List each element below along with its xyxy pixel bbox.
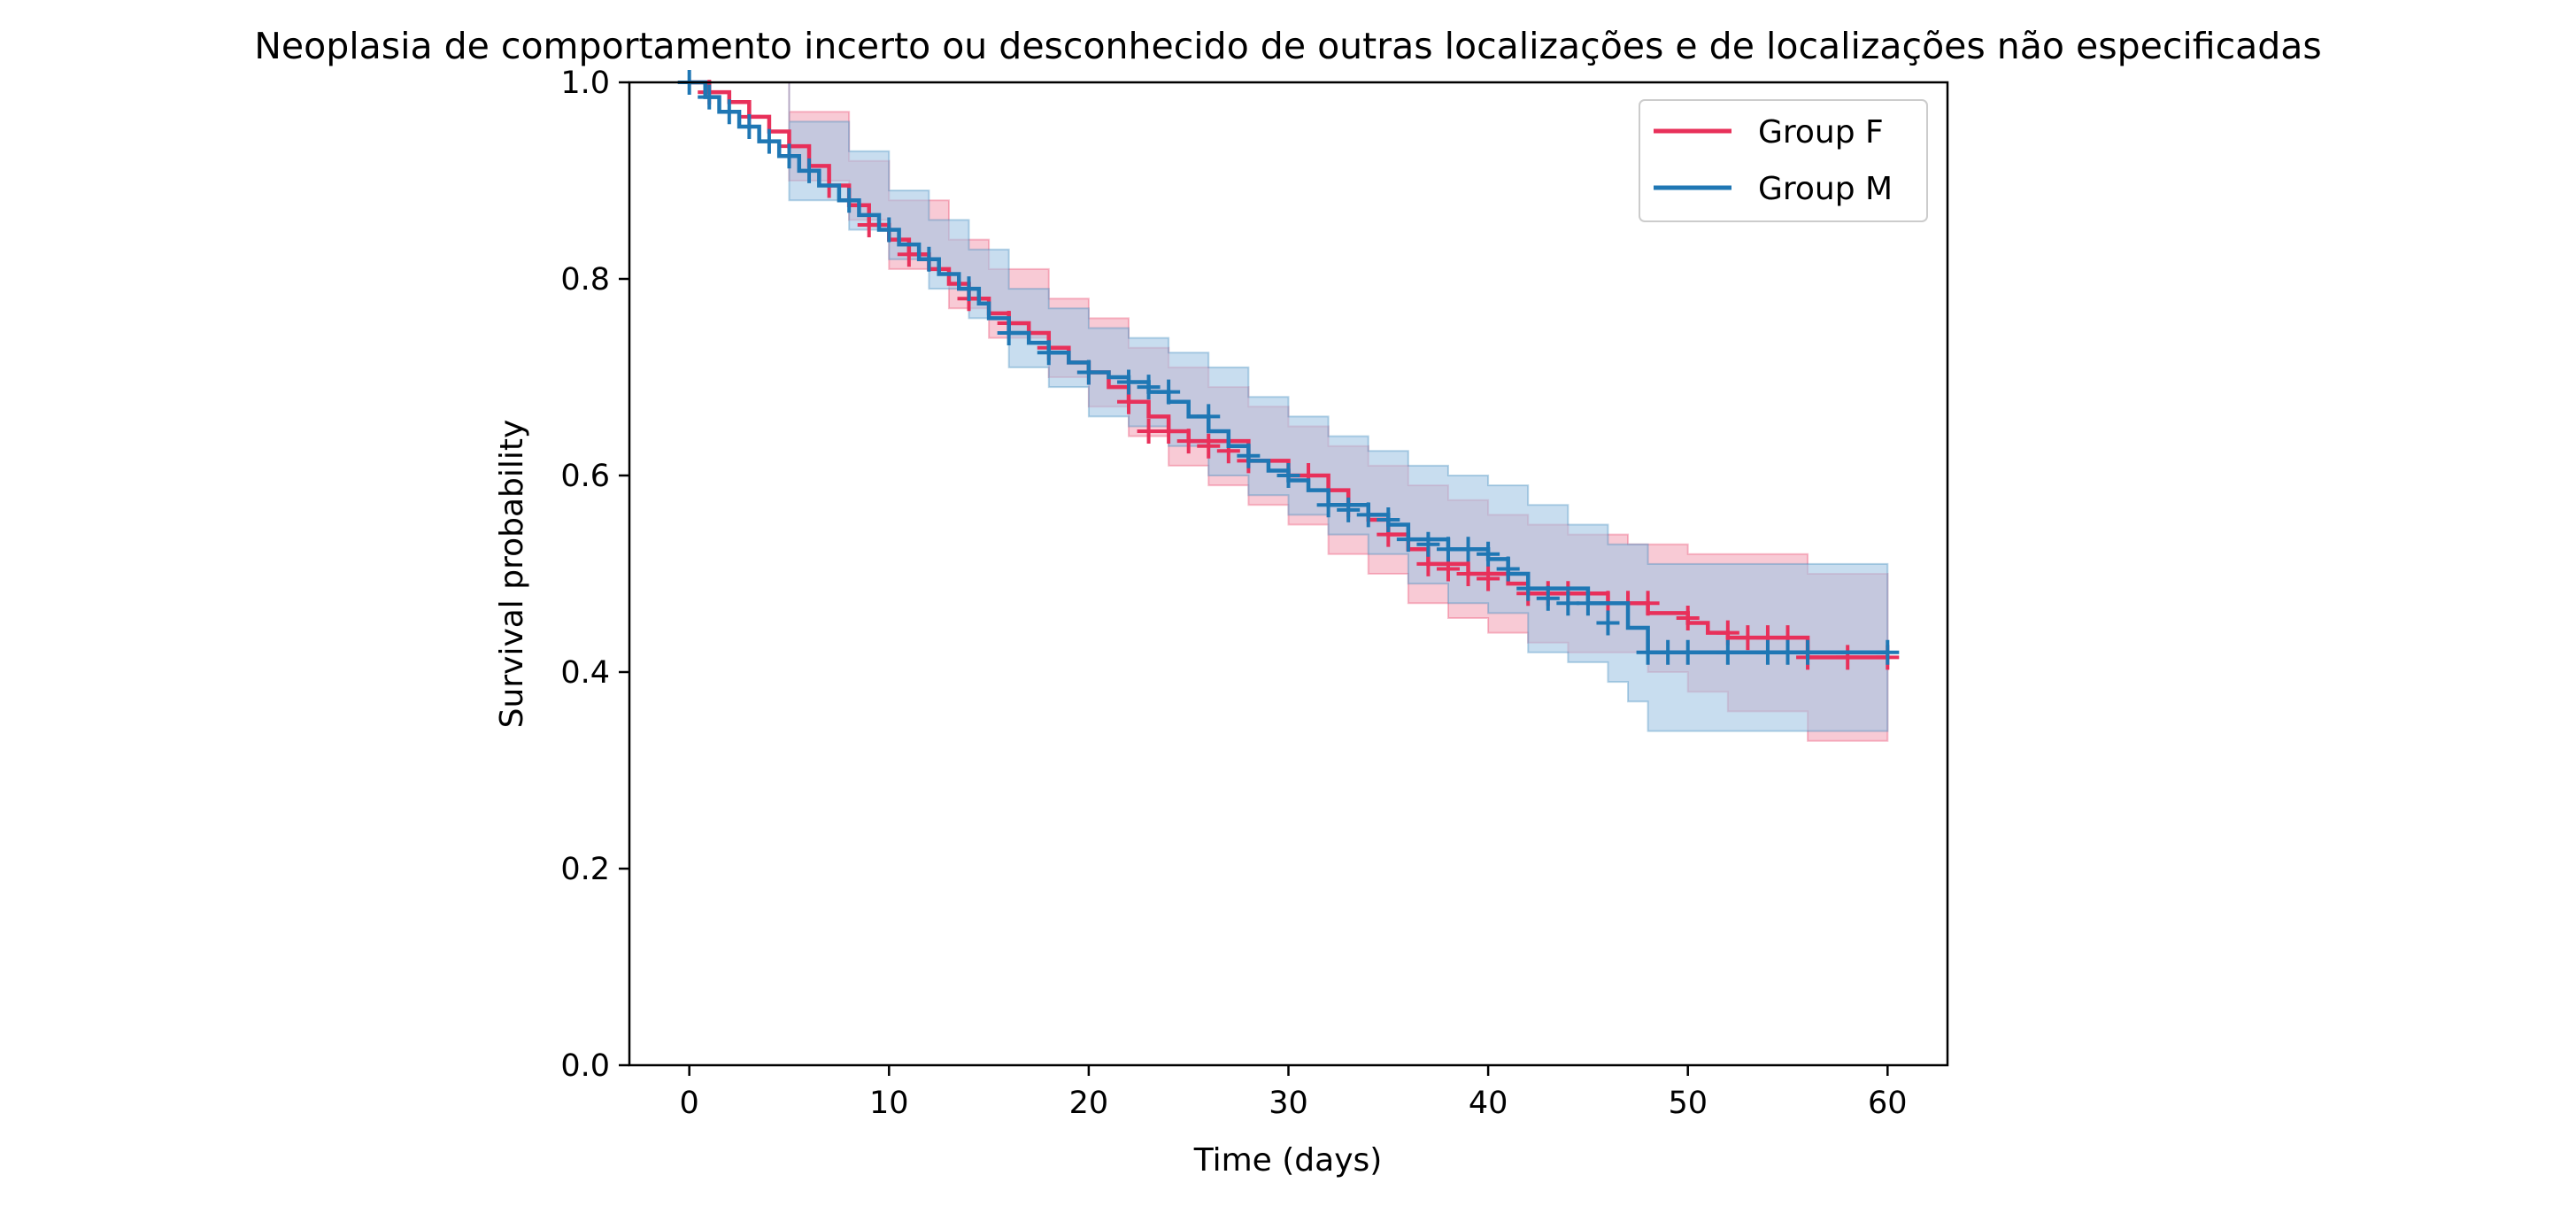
censor-mark-group-f [1137, 419, 1161, 445]
x-axis-label: Time (days) [1193, 1142, 1383, 1179]
x-tick-label: 40 [1469, 1086, 1508, 1121]
censor-mark-group-m [1416, 531, 1440, 557]
censor-mark-group-m [1536, 585, 1560, 611]
censor-mark-group-f [1636, 591, 1660, 616]
censor-mark-group-m [1776, 639, 1800, 665]
plot-area [677, 70, 1900, 742]
censor-mark-group-m [1596, 610, 1620, 636]
x-tick-label: 20 [1069, 1086, 1109, 1121]
censor-mark-group-m [1396, 527, 1420, 553]
y-tick-label: 1.0 [560, 66, 610, 101]
censor-mark-group-m [1316, 492, 1340, 518]
censor-mark-group-f [1836, 645, 1860, 670]
censor-mark-group-m [1356, 502, 1380, 528]
censor-mark-group-m [1636, 639, 1660, 665]
censor-mark-group-m [997, 321, 1021, 346]
y-axis-label: Survival probability [494, 420, 530, 729]
censor-mark-group-f [1176, 429, 1200, 454]
censor-mark-group-m [757, 128, 781, 154]
x-tick-label: 60 [1868, 1086, 1908, 1121]
censor-mark-group-m [1796, 639, 1820, 665]
censor-mark-group-m [1237, 443, 1261, 468]
censor-mark-group-m [1076, 359, 1100, 385]
ci-band-group-m [689, 81, 1889, 732]
legend-label-group-f: Group F [1758, 114, 1884, 151]
censor-mark-group-m [1137, 375, 1161, 400]
censor-mark-group-m [1197, 404, 1221, 429]
censor-mark-group-m [1377, 506, 1400, 532]
censor-mark-group-m [1276, 463, 1300, 488]
y-tick-label: 0.0 [560, 1048, 610, 1084]
x-tick-label: 30 [1269, 1086, 1308, 1121]
censor-mark-group-m [1755, 639, 1779, 665]
x-tick-label: 50 [1668, 1086, 1708, 1121]
censor-mark-group-m [698, 84, 721, 110]
censor-mark-group-m [1676, 639, 1700, 665]
censor-mark-group-m [1436, 537, 1460, 562]
censor-mark-group-m [917, 246, 941, 272]
censor-mark-group-f [1676, 605, 1700, 630]
censor-mark-group-m [717, 99, 741, 125]
censor-mark-group-m [1157, 379, 1181, 405]
censor-mark-group-m [1477, 541, 1500, 567]
censor-mark-group-m [737, 113, 761, 139]
y-tick-label: 0.4 [560, 655, 610, 691]
censor-mark-group-m [1556, 591, 1580, 616]
censor-mark-group-f [1736, 625, 1760, 651]
legend: Group F Group M [1639, 99, 1928, 222]
censor-mark-group-f [1197, 433, 1221, 459]
chart-title: Neoplasia de comportamento incerto ou de… [254, 25, 2322, 67]
y-tick-label: 0.2 [560, 852, 610, 887]
censor-mark-group-m [798, 158, 821, 183]
censor-mark-group-m [837, 188, 861, 213]
x-tick-label: 0 [680, 1086, 699, 1121]
censor-mark-group-m [777, 143, 801, 169]
censor-mark-group-m [1037, 340, 1060, 366]
censor-mark-group-f [1456, 561, 1480, 586]
legend-label-group-m: Group M [1758, 171, 1893, 207]
censor-mark-group-f [1157, 419, 1181, 445]
censor-mark-group-m [1716, 639, 1739, 665]
censor-mark-group-m [877, 217, 901, 243]
y-tick-label: 0.8 [560, 262, 610, 298]
censor-mark-group-f [1477, 566, 1500, 591]
censor-mark-group-m [1456, 537, 1480, 562]
x-axis: 0 10 20 30 40 50 60 [680, 1065, 1908, 1121]
censor-mark-group-m [1337, 497, 1361, 522]
censor-mark-group-m [1516, 576, 1540, 601]
censor-mark-group-m [957, 276, 981, 302]
x-tick-label: 10 [869, 1086, 909, 1121]
censor-mark-group-m [1876, 639, 1900, 665]
censor-mark-group-m [1496, 556, 1520, 582]
censor-mark-group-m [1117, 369, 1141, 395]
y-tick-label: 0.6 [560, 459, 610, 494]
censor-mark-group-m [1576, 591, 1600, 616]
censor-mark-group-m [1656, 639, 1680, 665]
y-axis: 0.0 0.2 0.4 0.6 0.8 1.0 [560, 66, 629, 1084]
